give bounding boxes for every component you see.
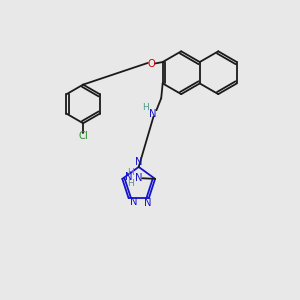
Text: N: N	[130, 197, 138, 207]
Text: H: H	[142, 103, 149, 112]
Text: H: H	[127, 168, 134, 177]
Text: N: N	[135, 157, 142, 167]
Text: N: N	[124, 172, 132, 182]
Text: N: N	[135, 173, 142, 183]
Text: N: N	[144, 199, 151, 208]
Text: Cl: Cl	[78, 131, 88, 141]
Text: O: O	[148, 58, 155, 68]
Text: N: N	[149, 109, 157, 119]
Text: H: H	[127, 179, 134, 188]
